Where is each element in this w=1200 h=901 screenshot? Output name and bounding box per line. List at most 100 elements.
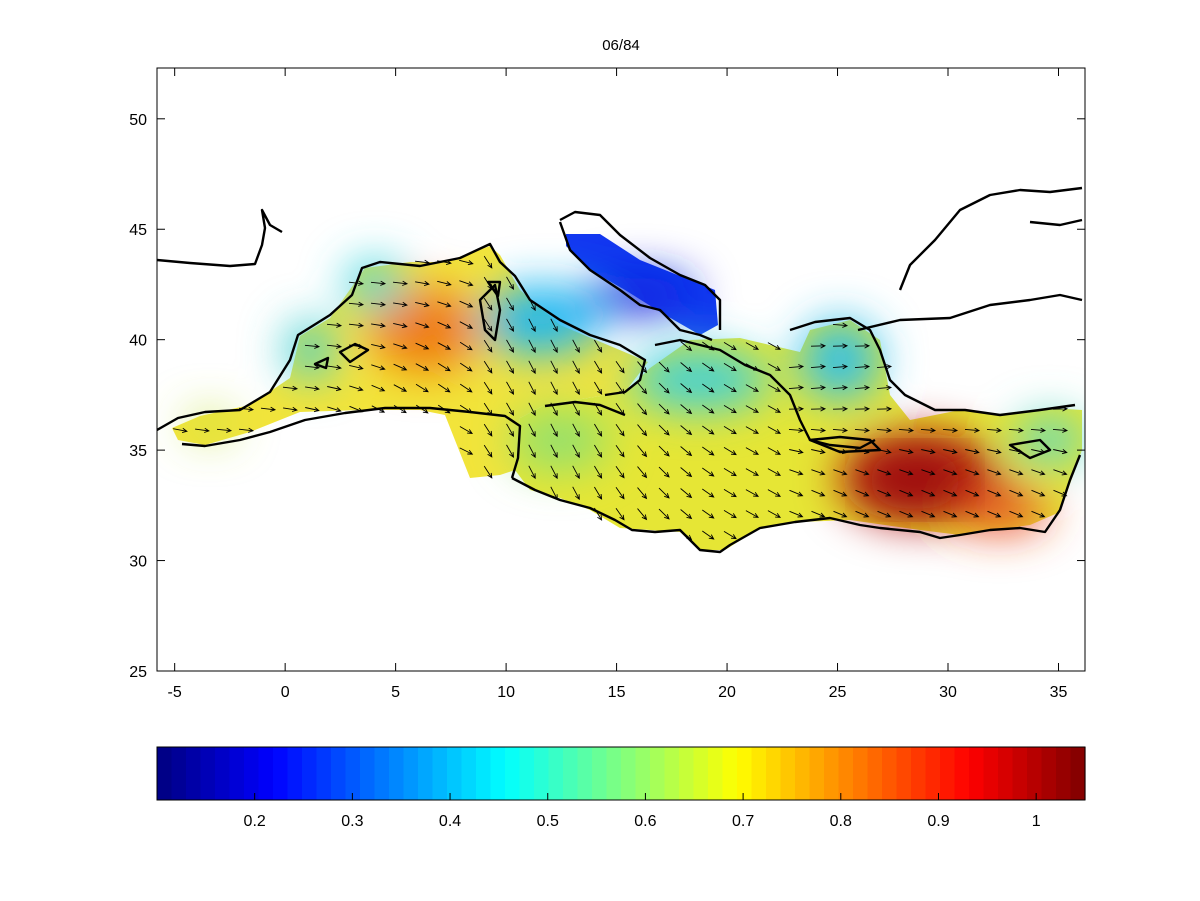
- wind-arrow: [483, 465, 493, 479]
- wind-arrow: [572, 402, 580, 417]
- wind-arrow: [832, 427, 849, 433]
- wind-arrow: [767, 510, 782, 518]
- colorbar-cell: [1012, 747, 1028, 800]
- wind-arrow: [855, 449, 870, 455]
- wind-arrow: [1030, 427, 1047, 433]
- wind-arrow: [723, 426, 737, 435]
- wind-arrow: [371, 322, 386, 328]
- wind-arrow: [506, 297, 515, 312]
- wind-arrow: [833, 489, 848, 497]
- wind-arrow: [415, 322, 430, 329]
- wind-arrow: [326, 322, 343, 328]
- wind-arrow: [528, 339, 536, 354]
- colorbar-cell: [345, 747, 361, 800]
- map-axes-frame: [156, 67, 1086, 672]
- wind-arrow: [348, 322, 365, 328]
- wind-arrow: [550, 360, 558, 375]
- wind-arrow: [572, 339, 580, 354]
- colorbar-cell: [389, 747, 405, 800]
- wind-arrow: [1031, 449, 1046, 455]
- colorbar-cell: [1041, 747, 1057, 800]
- wind-arrow: [943, 469, 958, 476]
- wind-arrow: [811, 489, 826, 497]
- wind-arrow: [810, 406, 827, 412]
- wind-arrow: [370, 301, 387, 307]
- wind-arrow: [327, 386, 342, 392]
- wind-arrow: [767, 426, 782, 434]
- wind-arrow: [789, 489, 804, 497]
- wind-arrow: [767, 447, 782, 455]
- wind-arrow: [327, 364, 342, 370]
- wind-arrow: [942, 427, 959, 433]
- wind-arrow: [216, 427, 233, 433]
- colorbar-tick-label: 0.2: [244, 813, 266, 830]
- colorbar-cell: [693, 747, 709, 800]
- wind-arrow: [483, 255, 493, 269]
- wind-arrow: [506, 381, 515, 396]
- wind-arrow: [615, 361, 625, 374]
- wind-arrow: [348, 301, 365, 307]
- wind-arrow: [745, 510, 760, 518]
- colorbar-cell: [302, 747, 318, 800]
- wind-arrow: [987, 449, 1002, 455]
- wind-arrow: [349, 385, 364, 392]
- wind-arrow: [702, 467, 715, 477]
- wind-arrow: [506, 423, 515, 438]
- wind-arrow: [393, 301, 408, 308]
- wind-arrow: [658, 445, 670, 457]
- wind-arrow: [282, 385, 299, 391]
- wind-arrow: [876, 385, 893, 391]
- wind-arrow: [483, 318, 493, 332]
- colorbar-cell: [621, 747, 637, 800]
- wind-arrow: [572, 381, 580, 396]
- wind-arrow: [832, 322, 849, 328]
- wind-arrow: [876, 427, 893, 433]
- wind-arrow: [415, 280, 430, 287]
- wind-arrow: [371, 364, 386, 371]
- wind-arrow: [550, 465, 558, 480]
- wind-arrow: [723, 489, 737, 498]
- wind-arrow: [459, 404, 473, 414]
- wind-arrow: [305, 407, 320, 413]
- colorbar-cell: [447, 747, 463, 800]
- wind-arrow: [506, 339, 515, 354]
- colorbar-gradient: [157, 747, 1086, 800]
- wind-arrow: [723, 405, 737, 414]
- wind-arrow: [1031, 489, 1046, 497]
- wind-arrow: [371, 405, 386, 413]
- wind-arrow: [615, 382, 625, 395]
- colorbar-cell: [418, 747, 434, 800]
- colorbar-cell: [432, 747, 448, 800]
- wind-arrow: [506, 444, 515, 459]
- wind-arrow: [506, 276, 515, 291]
- wind-arrow: [876, 364, 893, 370]
- wind-arrow: [789, 510, 804, 518]
- wind-arrow: [965, 449, 980, 455]
- wind-arrow: [615, 424, 625, 437]
- wind-arrow: [483, 297, 493, 311]
- colorbar-cell: [882, 747, 898, 800]
- wind-arrow: [483, 381, 493, 395]
- colorbar-cell: [664, 747, 680, 800]
- wind-arrow: [437, 280, 452, 287]
- wind-arrow: [1053, 489, 1068, 497]
- wind-arrow: [326, 343, 343, 349]
- wind-arrow: [459, 447, 474, 455]
- colorbar-cell: [766, 747, 782, 800]
- wind-arrow: [789, 469, 804, 476]
- wind-arrow: [811, 469, 826, 476]
- wind-arrow: [637, 382, 648, 395]
- colorbar-cell: [157, 747, 173, 800]
- wind-arrow: [437, 301, 452, 308]
- colorbar-cell: [258, 747, 274, 800]
- wind-arrow: [855, 489, 870, 497]
- wind-arrow: [483, 276, 493, 290]
- colorbar-cell: [374, 747, 390, 800]
- wind-arrow: [723, 342, 737, 351]
- wind-arrow: [349, 343, 364, 349]
- wind-arrow: [305, 385, 320, 391]
- wind-arrow: [920, 427, 937, 433]
- wind-arrow: [723, 510, 737, 519]
- wind-arrow: [437, 383, 451, 393]
- wind-arrow: [877, 469, 892, 476]
